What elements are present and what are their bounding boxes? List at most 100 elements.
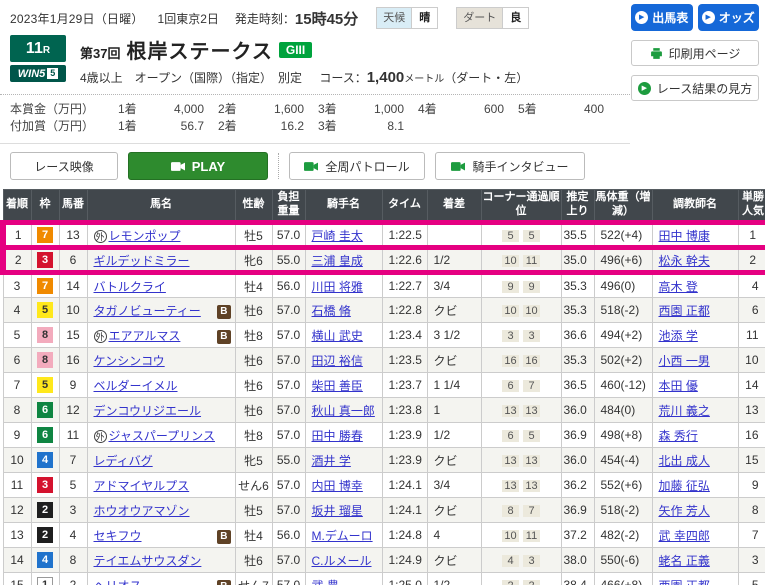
sex-age-cell: 牝5 — [234, 447, 273, 473]
patrol-video-button[interactable]: 全周パトロール — [289, 152, 425, 180]
jockey-cell: 横山 武史 — [304, 322, 383, 348]
jockey-link[interactable]: 石橋 脩 — [311, 303, 351, 318]
corner-position: 16 — [502, 355, 519, 367]
finish-position-cell: 1 — [0, 220, 32, 250]
printer-icon — [650, 47, 663, 60]
play-button[interactable]: PLAY — [128, 152, 268, 180]
horse-link[interactable]: ベルダーイメル — [93, 378, 178, 393]
jockey-link[interactable]: 武 豊 — [312, 579, 339, 585]
horse-link[interactable]: バトルクライ — [93, 279, 166, 294]
carried-weight-cell: 57.0 — [271, 347, 306, 373]
trainer-link[interactable]: 蛯名 正義 — [658, 553, 710, 568]
last-3f-cell: 35.0 — [560, 245, 595, 275]
corner-position: 13 — [523, 405, 540, 417]
jockey-link[interactable]: 内田 博幸 — [311, 478, 363, 493]
odds-button[interactable]: ▶ オッズ — [697, 4, 759, 31]
jockey-link[interactable]: 三浦 皇成 — [311, 253, 363, 268]
trainer-link[interactable]: 加藤 征弘 — [658, 478, 710, 493]
start-time-value: 15時45分 — [294, 10, 359, 28]
finish-position-cell: 7 — [2, 372, 32, 398]
interview-button[interactable]: 騎手インタビュー — [435, 152, 585, 180]
corner-position: 7 — [523, 505, 540, 517]
trainer-link[interactable]: 西園 正都 — [659, 579, 710, 585]
result-guide-button[interactable]: ▶ レース結果の見方 — [631, 75, 759, 101]
trainer-link[interactable]: 高木 登 — [658, 279, 698, 294]
horse-link[interactable]: テイエムサウスダン — [93, 553, 202, 568]
sex-age-cell: 牡5 — [234, 220, 273, 250]
horse-link[interactable]: ジャスパープリンス — [108, 428, 215, 443]
trainer-link[interactable]: 荒川 義之 — [658, 403, 710, 418]
time-cell: 1:22.7 — [381, 272, 428, 298]
jockey-link[interactable]: 川田 将雅 — [311, 279, 363, 294]
table-row: 2 3 6 ギルデッドミラー 牝6 55.0 三浦 皇成 1:22.6 1/2 10 11 35.0 4… — [0, 245, 765, 275]
trainer-link[interactable]: 森 秀行 — [658, 428, 698, 443]
corner-position: 10 — [502, 255, 519, 267]
horse-link[interactable]: レディバグ — [93, 453, 153, 468]
odds-button-label: オッズ — [718, 11, 755, 25]
jockey-link[interactable]: 戸崎 圭太 — [311, 228, 363, 243]
frame-badge: 8 — [37, 327, 53, 343]
jockey-link[interactable]: 秋山 真一郎 — [311, 403, 375, 418]
horse-link[interactable]: ケンシンコウ — [93, 353, 165, 368]
trainer-link[interactable]: 北出 成人 — [658, 453, 710, 468]
win-popularity-cell: 14 — [737, 372, 765, 398]
trainer-link[interactable]: 矢作 芳人 — [658, 503, 710, 518]
jockey-link[interactable]: 坂井 瑠星 — [311, 503, 363, 518]
horse-link[interactable]: ギルデッドミラー — [93, 253, 190, 268]
jockey-cell: 川田 将雅 — [304, 272, 383, 298]
trainer-link[interactable]: 田中 博康 — [658, 228, 710, 243]
trainer-cell: 松永 幹夫 — [651, 245, 739, 275]
column-header: タイム — [381, 189, 428, 223]
sex-age-cell: 牡4 — [234, 272, 273, 298]
frame-cell: 4 — [30, 447, 60, 473]
horse-link[interactable]: エアアルマス — [108, 328, 181, 343]
corner-position: 13 — [502, 480, 519, 492]
margin-cell — [426, 220, 482, 250]
jockey-link[interactable]: 酒井 学 — [311, 453, 351, 468]
horse-link[interactable]: ホウオウアマゾン — [93, 503, 190, 518]
jockey-cell: 酒井 学 — [304, 447, 383, 473]
jockey-link[interactable]: C.ルメール — [311, 553, 372, 568]
jockey-link[interactable]: M.デムーロ — [311, 528, 373, 543]
horse-link[interactable]: レモンポップ — [108, 228, 181, 243]
race-video-button[interactable]: レース映像 — [10, 152, 118, 180]
frame-cell: 6 — [30, 397, 60, 423]
horse-link[interactable]: セキフウ — [93, 528, 142, 543]
table-row: 14 4 8 テイエムサウスダン 牡6 57.0 C.ルメール 1:24.9 クビ 4 3 38.0 5… — [2, 547, 765, 573]
horse-link[interactable]: アドマイヤルプス — [93, 478, 190, 493]
jockey-link[interactable]: 柴田 善臣 — [311, 378, 363, 393]
entries-button[interactable]: ▶ 出馬表 — [631, 4, 693, 31]
horse-weight-cell: 522(+4) — [593, 220, 653, 250]
win-popularity-cell: 10 — [737, 347, 765, 373]
horse-name-cell: ホウオウアマゾン — [86, 497, 236, 523]
trainer-link[interactable]: 武 幸四郎 — [658, 528, 710, 543]
jockey-cell: 坂井 瑠星 — [304, 497, 383, 523]
blinkers-badge: B — [217, 329, 231, 344]
corner-position: 3 — [502, 330, 519, 342]
trainer-link[interactable]: 池添 学 — [658, 328, 698, 343]
race-date: 2023年1月29日（日曜） — [10, 11, 144, 26]
print-page-button[interactable]: 印刷用ページ — [631, 40, 759, 66]
horse-weight-cell: 496(+6) — [593, 245, 653, 275]
horse-link[interactable]: デンコウリジエール — [93, 403, 202, 418]
horse-link[interactable]: ヘリオス — [94, 579, 142, 585]
jockey-link[interactable]: 横山 武史 — [311, 328, 363, 343]
corner-position: 16 — [523, 355, 540, 367]
horse-weight-cell: 484(0) — [593, 397, 653, 423]
trainer-link[interactable]: 本田 優 — [658, 378, 698, 393]
jockey-link[interactable]: 田辺 裕信 — [311, 353, 363, 368]
horse-number-cell: 8 — [58, 547, 88, 573]
carried-weight-cell: 56.0 — [271, 522, 306, 548]
result-guide-label: レース結果の見方 — [656, 81, 753, 96]
horse-weight-cell: 466(+8) — [593, 572, 653, 585]
frame-badge: 6 — [37, 427, 53, 443]
trainer-link[interactable]: 小西 一男 — [658, 353, 710, 368]
jockey-link[interactable]: 田中 勝春 — [311, 428, 363, 443]
frame-cell: 3 — [30, 472, 60, 498]
trainer-link[interactable]: 西園 正都 — [658, 303, 710, 318]
horse-link[interactable]: タガノビューティー — [93, 303, 201, 318]
trainer-link[interactable]: 松永 幹夫 — [658, 253, 710, 268]
corner-order-cell: 13 13 — [480, 447, 562, 473]
horse-name-cell: アドマイヤルプス — [86, 472, 236, 498]
